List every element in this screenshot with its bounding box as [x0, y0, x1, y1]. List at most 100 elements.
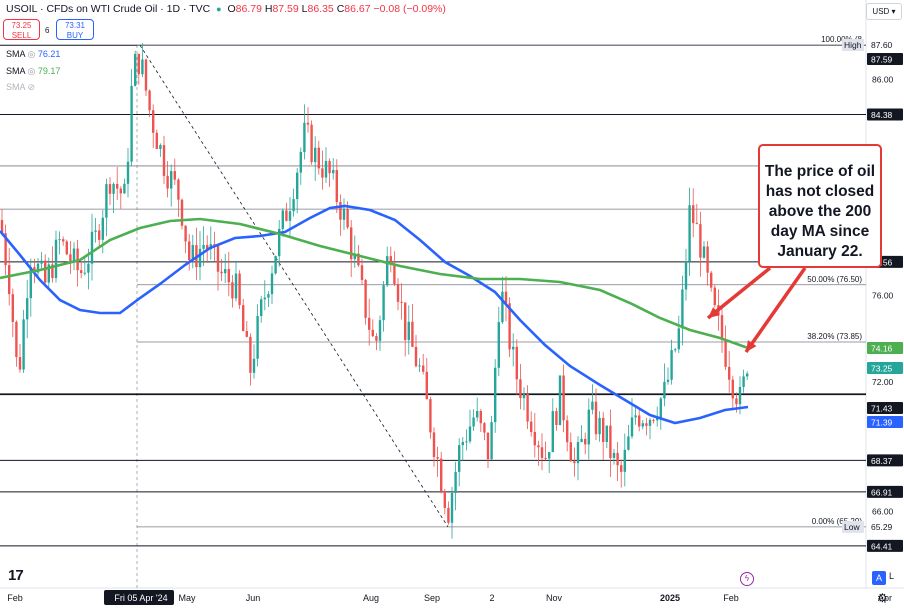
- candle-body: [602, 417, 605, 443]
- candle-body: [353, 253, 356, 260]
- price-label-box: [867, 416, 903, 428]
- candle-body: [346, 208, 349, 228]
- candle-body: [522, 393, 526, 399]
- currency-selector[interactable]: USD ▾: [866, 3, 902, 20]
- settings-gear-icon[interactable]: ⚙: [877, 591, 888, 605]
- fib-level-label: 38.20% (73.85): [807, 332, 862, 341]
- price-label: 68.37: [871, 456, 893, 466]
- hidden-eye-icon[interactable]: ⊘: [27, 82, 36, 92]
- indicator-sma-3[interactable]: SMA ⊘: [6, 82, 35, 93]
- fib-level-label: 50.00% (76.50): [807, 275, 862, 284]
- symbol-header[interactable]: USOIL · CFDs on WTI Crude Oil · 1D · TVC…: [6, 3, 446, 15]
- settings-icon[interactable]: ◎: [27, 66, 38, 76]
- symbol-title[interactable]: USOIL · CFDs on WTI Crude Oil · 1D · TVC: [6, 3, 211, 15]
- candle-body: [141, 59, 144, 75]
- candle-body: [11, 294, 14, 322]
- candle-body: [126, 161, 130, 184]
- candle-body: [252, 358, 256, 373]
- indicator-sma-2[interactable]: SMA ◎ 79.17: [6, 66, 60, 77]
- settings-icon[interactable]: ◎: [27, 49, 38, 59]
- candle-body: [447, 507, 450, 523]
- sell-button[interactable]: 73.25 SELL: [3, 19, 40, 40]
- candle-body: [566, 420, 569, 443]
- close-value: 86.67: [344, 3, 371, 15]
- candle-body: [648, 419, 652, 426]
- candle-body: [285, 210, 288, 221]
- candle-body: [180, 199, 184, 226]
- price-label: 74.16: [871, 344, 893, 354]
- candle-body: [638, 415, 641, 427]
- candle-body: [490, 422, 493, 460]
- candle-body: [472, 417, 475, 427]
- indicator-value: 79.17: [37, 66, 61, 76]
- candle-body: [162, 145, 166, 176]
- tradingview-logo: 17: [8, 567, 24, 584]
- sma-100-line: [0, 204, 749, 425]
- open-label: O: [227, 3, 236, 15]
- sell-price: 73.25: [11, 21, 32, 30]
- candle-body: [641, 423, 644, 427]
- candle-body: [627, 436, 630, 450]
- candle-body: [551, 411, 554, 453]
- spread-value: 6: [45, 26, 50, 35]
- candle-body: [681, 289, 684, 329]
- candle-body: [544, 457, 547, 459]
- candle-body: [155, 132, 158, 149]
- candle-body: [375, 336, 378, 341]
- price-label-box: [867, 485, 903, 498]
- candle-body: [515, 346, 518, 380]
- candle-body: [47, 264, 50, 283]
- auto-scale-icon[interactable]: A: [872, 571, 886, 585]
- candle-body: [15, 321, 18, 358]
- candle-body: [357, 253, 360, 266]
- candle-body: [119, 188, 122, 194]
- candle-body: [659, 398, 662, 418]
- candle-body: [418, 365, 421, 367]
- price-label-box: [867, 362, 903, 374]
- candle-body: [202, 245, 205, 249]
- candle-body: [468, 426, 472, 442]
- price-label: 71.39: [871, 418, 893, 428]
- candle-body: [731, 379, 734, 399]
- candle-body: [620, 465, 623, 472]
- candle-body: [623, 449, 626, 472]
- candle-body: [591, 401, 594, 410]
- candle-body: [80, 270, 83, 274]
- fib-level-label: 0.00% (65.29): [812, 517, 863, 526]
- price-label: 71.43: [871, 404, 893, 414]
- sma-200-line: [0, 217, 749, 350]
- price-label-box: [867, 53, 903, 65]
- candle-body: [328, 160, 331, 174]
- candle-body: [177, 179, 180, 200]
- candle-body: [429, 399, 432, 433]
- candle-body: [360, 265, 364, 280]
- candle-body: [440, 458, 443, 492]
- candle-body: [123, 183, 126, 194]
- indicator-sma-1[interactable]: SMA ◎ 76.21: [6, 49, 60, 60]
- candle-body: [144, 59, 148, 91]
- callout-arrowhead: [708, 307, 720, 318]
- flash-icon[interactable]: ϟ: [740, 572, 754, 586]
- candle-body: [450, 492, 454, 523]
- price-label-box: [867, 402, 903, 414]
- buy-button[interactable]: 73.31 BUY: [56, 19, 94, 40]
- candle-body: [652, 419, 655, 421]
- candle-body: [605, 425, 608, 443]
- callout-arrowhead: [746, 340, 757, 352]
- indicator-label: SMA: [6, 49, 26, 59]
- candle-body: [548, 452, 551, 459]
- candle-body: [609, 425, 612, 458]
- time-tick: Sep: [424, 593, 440, 603]
- buy-label: BUY: [66, 30, 84, 40]
- candle-body: [245, 331, 248, 337]
- candle-body: [130, 85, 133, 162]
- candle-body: [105, 184, 108, 218]
- candle-body: [256, 316, 259, 359]
- time-tick: Feb: [723, 593, 739, 603]
- time-tick: Apr: [878, 593, 892, 603]
- candle-body: [54, 239, 58, 278]
- log-scale-icon[interactable]: L: [889, 571, 895, 581]
- candle-body: [699, 224, 702, 258]
- callout-arrow: [744, 266, 807, 354]
